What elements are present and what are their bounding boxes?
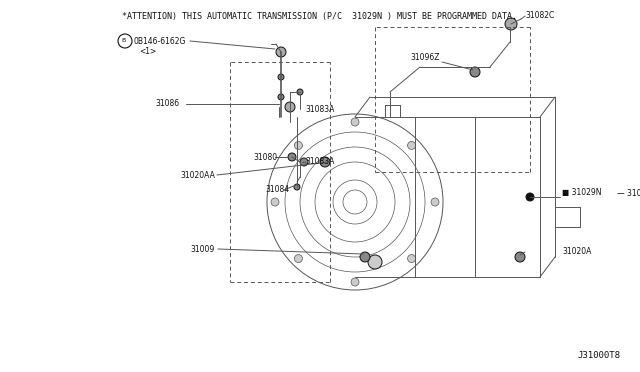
Circle shape [278, 74, 284, 80]
Text: 31083A: 31083A [305, 105, 334, 113]
Text: 31082C: 31082C [525, 12, 554, 20]
Circle shape [294, 141, 303, 150]
Circle shape [515, 252, 525, 262]
Text: 31083A: 31083A [305, 157, 334, 167]
Text: *ATTENTION) THIS AUTOMATIC TRANSMISSION (P/C  31029N ) MUST BE PROGRAMMED DATA.: *ATTENTION) THIS AUTOMATIC TRANSMISSION … [122, 12, 518, 21]
Circle shape [300, 158, 308, 166]
Text: 31080: 31080 [253, 153, 277, 161]
Text: <1>: <1> [139, 46, 156, 55]
Text: B: B [121, 38, 125, 44]
Circle shape [271, 198, 279, 206]
Text: 0B146-6162G: 0B146-6162G [134, 36, 186, 45]
Circle shape [470, 67, 480, 77]
Text: J31000T8: J31000T8 [577, 351, 620, 360]
Circle shape [285, 102, 295, 112]
Circle shape [294, 254, 303, 263]
Text: 31020A: 31020A [562, 247, 591, 257]
Circle shape [297, 89, 303, 95]
Circle shape [278, 94, 284, 100]
Circle shape [360, 252, 370, 262]
Circle shape [288, 153, 296, 161]
Circle shape [276, 47, 286, 57]
Text: 31009: 31009 [191, 244, 215, 253]
Text: ■ 31029N: ■ 31029N [562, 189, 602, 198]
Circle shape [351, 118, 359, 126]
Text: 31020AA: 31020AA [180, 170, 215, 180]
Text: — 31020: — 31020 [617, 189, 640, 198]
Circle shape [526, 193, 534, 201]
Text: 31096Z: 31096Z [410, 52, 440, 61]
Text: 31086: 31086 [155, 99, 179, 109]
Circle shape [408, 254, 415, 263]
Text: 31084: 31084 [265, 186, 289, 195]
Circle shape [368, 255, 382, 269]
Circle shape [408, 141, 415, 150]
Circle shape [505, 18, 517, 30]
Circle shape [320, 157, 330, 167]
Circle shape [431, 198, 439, 206]
Circle shape [351, 278, 359, 286]
Circle shape [294, 184, 300, 190]
